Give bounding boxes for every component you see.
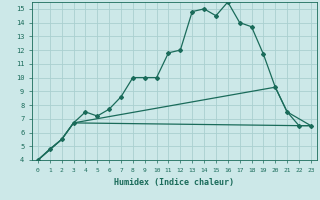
- X-axis label: Humidex (Indice chaleur): Humidex (Indice chaleur): [115, 178, 234, 187]
